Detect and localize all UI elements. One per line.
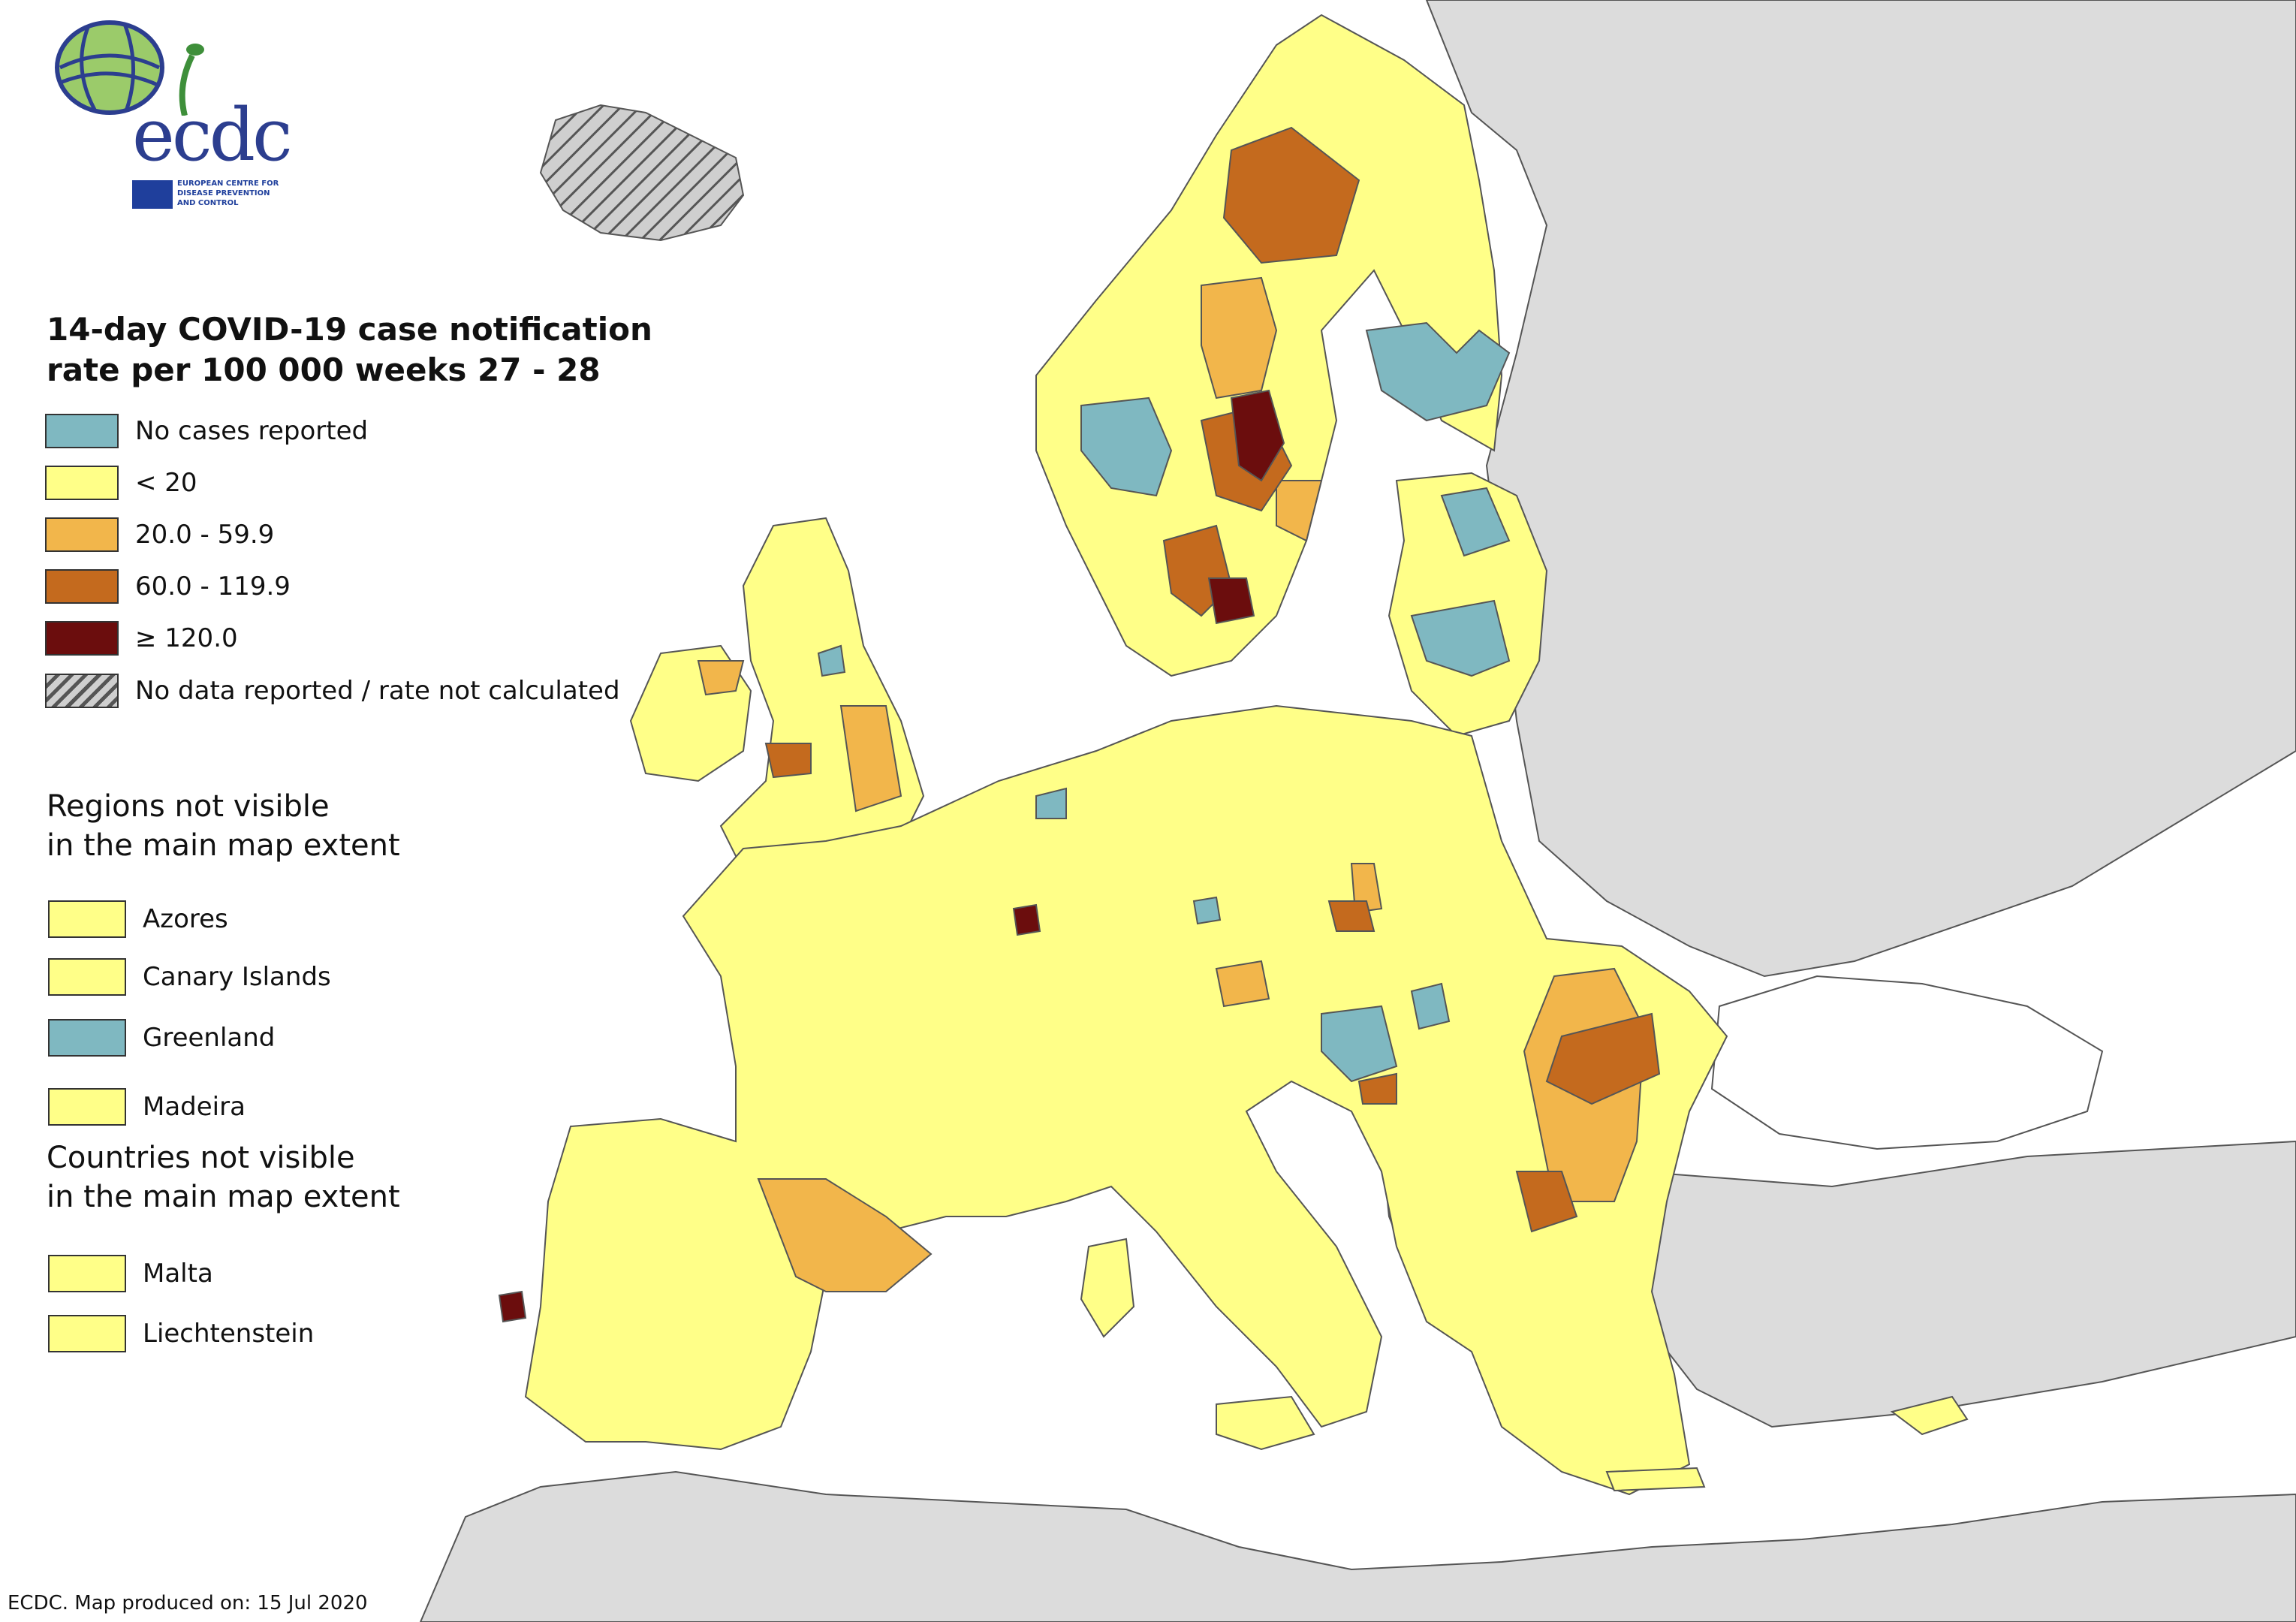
very-high-rate-region xyxy=(1230,389,1285,482)
legend-item-20-59: 20.0 - 59.9 xyxy=(45,517,274,553)
region-item-canary-islands: Canary Islands xyxy=(48,957,331,996)
sardinia xyxy=(1080,1238,1135,1338)
regions-not-visible-heading: Regions not visible in the main map exte… xyxy=(47,789,400,863)
high-rate-region xyxy=(1222,126,1360,264)
medium-rate-region xyxy=(1276,480,1323,542)
legend-swatch xyxy=(45,569,119,604)
cyprus xyxy=(1890,1395,1969,1436)
no-cases-region xyxy=(1080,396,1173,497)
region-item-madeira: Madeira xyxy=(48,1087,246,1126)
high-rate-region xyxy=(1515,1171,1578,1233)
very-high-rate-region xyxy=(498,1290,527,1323)
globe-icon xyxy=(55,20,204,116)
medium-rate-region xyxy=(1215,960,1270,1008)
high-rate-region xyxy=(1327,900,1375,932)
legend-item-60-119: 60.0 - 119.9 xyxy=(45,568,291,604)
no-cases-region xyxy=(1410,599,1511,677)
crete xyxy=(1605,1467,1706,1492)
no-cases-region xyxy=(1410,982,1451,1030)
medium-rate-region xyxy=(839,705,902,813)
country-item-liechtenstein: Liechtenstein xyxy=(48,1314,314,1353)
turkey-land xyxy=(1605,1140,2296,1428)
continental-europe xyxy=(524,704,1728,1496)
legend-title: 14-day COVID-19 case notification rate p… xyxy=(47,311,652,388)
legend-swatch xyxy=(45,621,119,656)
sicily xyxy=(1216,1395,1315,1451)
no-cases-region xyxy=(1035,787,1067,819)
very-high-rate-region xyxy=(1207,577,1255,625)
legend-item-no-cases: No cases reported xyxy=(45,413,368,449)
legend-swatch xyxy=(45,517,119,552)
no-cases-region xyxy=(1192,896,1222,925)
very-high-rate-region xyxy=(1012,903,1041,936)
high-rate-region xyxy=(764,743,812,779)
region-item-azores: Azores xyxy=(48,900,228,939)
medium-rate-region xyxy=(697,660,745,696)
no-cases-region xyxy=(1440,487,1511,557)
countries-not-visible-heading: Countries not visible in the main map ex… xyxy=(47,1141,400,1214)
ecdc-wordmark: ecdc xyxy=(132,93,293,177)
iceland-hatched xyxy=(539,104,745,242)
medium-rate-region xyxy=(1350,863,1383,914)
medium-rate-region xyxy=(757,1178,933,1292)
ecdc-caption: EUROPEAN CENTRE FOR DISEASE PREVENTION A… xyxy=(177,179,279,207)
legend-swatch xyxy=(48,1315,126,1352)
high-rate-region xyxy=(1545,1012,1661,1105)
legend-swatch xyxy=(48,1255,126,1292)
legend-swatch xyxy=(48,1019,126,1057)
black-sea xyxy=(1710,975,2104,1150)
high-rate-region xyxy=(1357,1072,1397,1105)
no-cases-region xyxy=(817,644,846,677)
legend-swatch xyxy=(45,414,119,448)
legend-swatch xyxy=(45,466,119,500)
region-item-greenland: Greenland xyxy=(48,1018,275,1057)
eu-flag-icon xyxy=(132,180,173,209)
no-cases-region xyxy=(1321,1005,1398,1083)
no-cases-region xyxy=(1365,321,1511,422)
uk-island xyxy=(719,517,925,873)
legend-swatch-hatched xyxy=(45,674,119,708)
legend-item-under-20: < 20 xyxy=(45,465,197,501)
legend-item-120-plus: ≥ 120.0 xyxy=(45,620,238,656)
legend-item-no-data: No data reported / rate not calculated xyxy=(45,673,620,709)
map-credit-footer: ECDC. Map produced on: 15 Jul 2020 xyxy=(8,1592,368,1614)
legend-swatch xyxy=(48,1088,126,1126)
legend-swatch xyxy=(48,900,126,938)
ecdc-logo: ecdc EUROPEAN CENTRE FOR DISEASE PREVENT… xyxy=(42,11,293,209)
legend-swatch xyxy=(48,958,126,996)
country-item-malta: Malta xyxy=(48,1254,213,1293)
russia-land xyxy=(1425,0,2296,978)
medium-rate-region xyxy=(1201,276,1278,399)
africa-land xyxy=(419,1470,2296,1622)
